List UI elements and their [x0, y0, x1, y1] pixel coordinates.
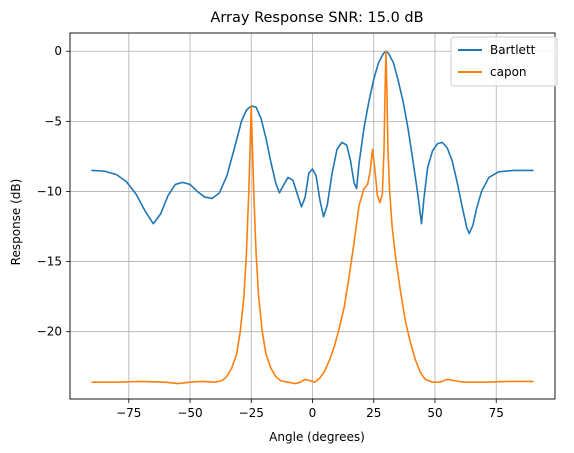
x-tick-label: −50	[177, 406, 202, 420]
series-line-capon	[91, 50, 534, 385]
series-line-bartlett	[91, 50, 534, 235]
chart-title: Array Response SNR: 15.0 dB	[210, 10, 423, 26]
y-tick-label: −15	[37, 255, 62, 269]
y-tick-label: −20	[37, 325, 62, 339]
y-tick-label: −5	[44, 114, 62, 128]
series-layer	[91, 50, 534, 385]
legend-label-bartlett: Bartlett	[490, 43, 536, 57]
x-tick-label: −25	[239, 406, 264, 420]
ticks: −75 −50 −25 0 25 50 75 0 −5 −10 −15 −20	[37, 44, 504, 420]
grid	[70, 33, 555, 399]
y-tick-label: −10	[37, 184, 62, 198]
x-tick-label: 75	[489, 406, 504, 420]
x-tick-label: 25	[366, 406, 381, 420]
x-tick-label: 0	[309, 406, 317, 420]
legend-label-capon: capon	[490, 65, 527, 79]
x-tick-label: 50	[427, 406, 442, 420]
x-tick-label: −75	[116, 406, 141, 420]
x-axis-label: Angle (degrees)	[269, 430, 365, 444]
y-tick-label: 0	[54, 44, 62, 58]
y-axis-label: Response (dB)	[9, 179, 23, 266]
legend: Bartlett capon	[450, 36, 558, 87]
